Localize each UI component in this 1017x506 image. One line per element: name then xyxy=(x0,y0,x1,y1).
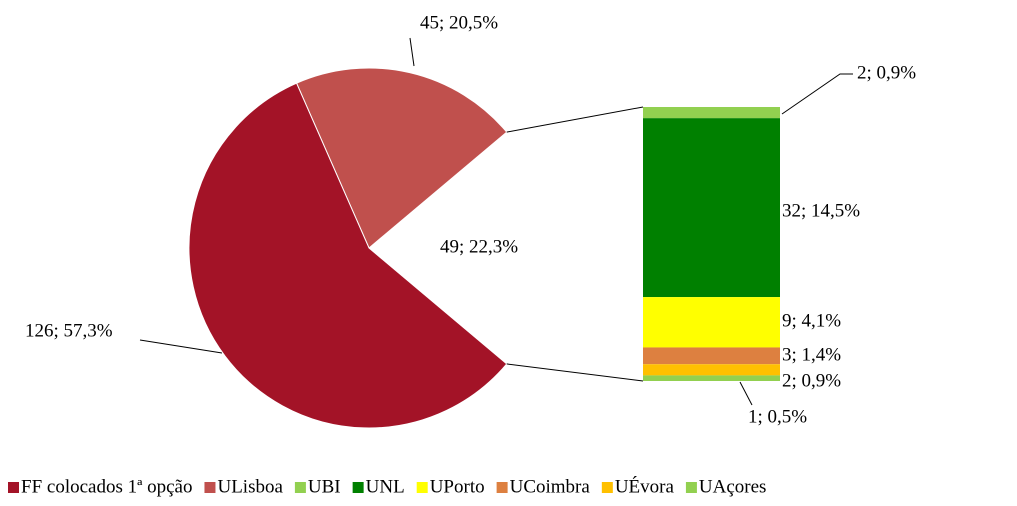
data-label: 49; 22,3% xyxy=(440,236,518,257)
data-label: 32; 14,5% xyxy=(782,200,860,221)
legend-label: UCoimbra xyxy=(510,476,591,497)
legend-label: FF colocados 1ª opção xyxy=(21,476,192,497)
legend-marker xyxy=(294,482,306,493)
data-label: 45; 20,5% xyxy=(420,12,498,33)
pie-slice xyxy=(188,82,508,429)
bar-segment xyxy=(643,375,780,381)
legend-marker xyxy=(204,482,216,493)
connector-line xyxy=(506,106,644,133)
legend-label: UBI xyxy=(308,476,341,497)
connector-line xyxy=(506,363,644,382)
legend-marker xyxy=(685,482,697,493)
data-label: 1; 0,5% xyxy=(748,406,807,427)
bar-segment xyxy=(643,364,780,376)
leader-line xyxy=(139,339,223,354)
bar-segment xyxy=(643,118,780,298)
pie-slice xyxy=(368,131,550,365)
data-label: 3; 1,4% xyxy=(782,344,841,365)
legend-label: UAçores xyxy=(699,476,767,497)
bar-segment xyxy=(643,347,780,365)
leader-line xyxy=(409,37,415,67)
legend-label: ULisboa xyxy=(217,476,283,497)
legend-marker xyxy=(352,482,364,493)
data-label: 2; 0,9% xyxy=(857,62,916,83)
data-label: 9; 4,1% xyxy=(782,310,841,331)
legend-marker xyxy=(416,482,428,493)
data-label: 2; 0,9% xyxy=(782,370,841,391)
leader-line xyxy=(739,381,753,406)
legend-label: UPorto xyxy=(430,476,485,497)
legend-label: UÉvora xyxy=(615,475,675,497)
legend-marker xyxy=(496,482,508,493)
bar-segment xyxy=(643,297,780,348)
pie-slice xyxy=(295,67,508,249)
leader-line xyxy=(781,73,853,115)
bar-segment xyxy=(643,107,780,119)
legend-label: UNL xyxy=(366,476,405,497)
legend-marker xyxy=(8,482,19,493)
data-label: 126; 57,3% xyxy=(25,320,113,341)
legend-marker xyxy=(601,482,613,493)
